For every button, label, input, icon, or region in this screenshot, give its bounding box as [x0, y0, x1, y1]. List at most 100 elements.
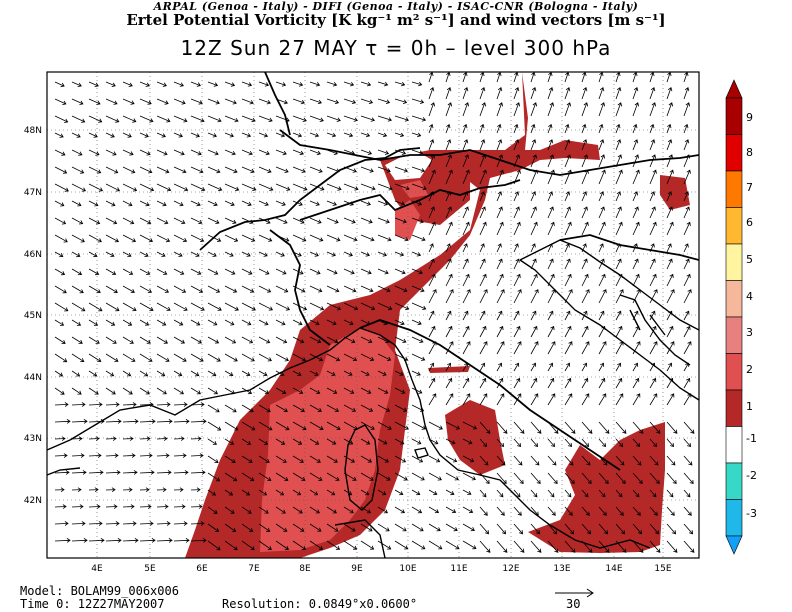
- wind-vector: [547, 289, 556, 304]
- wind-vector: [71, 538, 88, 543]
- wind-vector: [428, 102, 436, 117]
- wind-vector: [241, 540, 255, 551]
- lat-label: 43N: [24, 434, 42, 444]
- wind-vector: [343, 166, 357, 173]
- wind-vector: [139, 387, 150, 395]
- wind-vector: [445, 310, 452, 321]
- wind-vector: [445, 191, 451, 202]
- wind-vector: [462, 221, 470, 236]
- wind-vector: [190, 115, 205, 123]
- wind-vector: [496, 540, 508, 553]
- wind-vector: [258, 319, 269, 326]
- wind-vector: [326, 115, 341, 122]
- wind-vector: [54, 470, 70, 475]
- wind-vector: [122, 251, 132, 257]
- wind-vector: [190, 217, 203, 225]
- wind-vector: [88, 217, 101, 225]
- wind-vector: [581, 489, 589, 498]
- wind-vector: [547, 191, 553, 202]
- wind-vector: [445, 221, 453, 236]
- wind-vector: [632, 139, 639, 151]
- wind-vector: [360, 251, 370, 257]
- wind-vector: [54, 402, 69, 407]
- wind-vector: [105, 251, 115, 257]
- colorbar-label: 2: [746, 363, 753, 376]
- wind-vector: [479, 243, 485, 253]
- wind-vector: [173, 98, 186, 105]
- wind-vector: [139, 98, 152, 105]
- lat-lon-grid: [47, 72, 699, 558]
- wind-vector: [462, 206, 469, 219]
- wind-vector: [496, 289, 505, 304]
- wind-vector: [326, 489, 336, 496]
- wind-vector: [173, 234, 188, 243]
- wind-vector: [54, 234, 68, 243]
- wind-vector: [258, 421, 273, 431]
- lon-label: 12E: [502, 564, 519, 574]
- wind-vector: [275, 370, 285, 376]
- wind-vector: [326, 183, 342, 191]
- colorbar-segment: [725, 280, 743, 318]
- wind-vector: [632, 489, 640, 498]
- wind-vector: [683, 489, 691, 498]
- wind-vector: [292, 336, 305, 344]
- wind-vector: [105, 234, 120, 243]
- wind-vector: [666, 139, 673, 151]
- wind-vector: [530, 258, 537, 270]
- wind-vector: [598, 258, 605, 270]
- wind-vector: [156, 387, 167, 395]
- wind-vector: [122, 538, 139, 543]
- wind-vector: [71, 370, 81, 377]
- wind-vector: [496, 169, 504, 185]
- wind-vector: [190, 285, 204, 293]
- wind-vector: [377, 217, 390, 224]
- wind-vector: [632, 310, 639, 321]
- lat-tick-labels: 42N 43N 44N 45N 46N 47N 48N: [24, 126, 42, 506]
- wind-vector: [258, 285, 272, 293]
- wind-vector: [139, 453, 153, 458]
- wind-vector: [479, 221, 487, 236]
- wind-vector: [513, 169, 521, 185]
- wind-vector: [683, 377, 691, 389]
- wind-vector: [224, 132, 234, 138]
- wind-vector: [598, 243, 604, 253]
- wind-vector: [581, 221, 589, 236]
- wind-vector: [71, 285, 84, 294]
- wind-vector: [88, 538, 105, 543]
- wind-vector: [462, 506, 474, 514]
- wind-vector: [122, 353, 136, 362]
- wind-vector: [547, 523, 558, 535]
- wind-vector: [105, 98, 118, 105]
- wind-vector: [666, 472, 677, 485]
- wind-vector: [394, 472, 408, 481]
- wind-vector: [377, 81, 389, 87]
- wind-vector: [360, 200, 371, 206]
- wind-vector: [564, 102, 572, 117]
- wind-vector: [258, 438, 269, 445]
- wind-vector: [394, 166, 408, 173]
- wind-vector: [411, 489, 421, 496]
- wind-vector: [309, 302, 325, 311]
- wind-vector: [190, 504, 203, 509]
- wind-vector: [309, 234, 324, 242]
- wind-vector: [54, 285, 67, 294]
- wind-vector: [139, 268, 151, 275]
- colorbar-segment: [725, 426, 743, 464]
- wind-vector: [428, 489, 438, 496]
- wind-vector: [377, 370, 387, 376]
- coast-elba: [414, 447, 429, 459]
- wind-vector: [598, 506, 607, 516]
- wind-vector: [377, 387, 389, 394]
- wind-vector: [190, 149, 202, 156]
- wind-vector: [632, 540, 644, 553]
- wind-vector: [394, 268, 406, 275]
- wind-vector: [394, 353, 409, 361]
- wind-vector: [173, 336, 186, 344]
- wind-vector: [530, 341, 539, 355]
- wind-vector: [54, 81, 65, 88]
- wind-vector: [343, 438, 354, 445]
- wind-vector: [479, 289, 488, 304]
- wind-vector: [411, 166, 425, 173]
- wind-vector: [377, 336, 390, 344]
- wind-vector: [428, 325, 436, 338]
